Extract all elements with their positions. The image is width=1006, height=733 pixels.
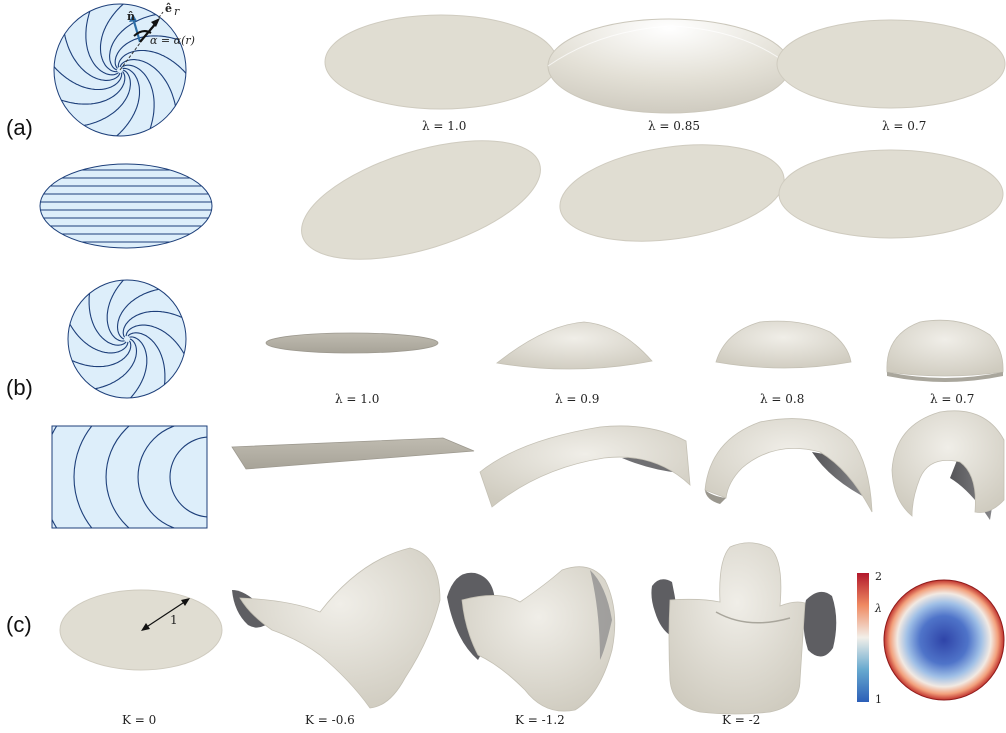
director-line (109, 12, 165, 71)
label-b-1: λ = 1.0 (335, 392, 379, 406)
shell-b2-2 (479, 425, 691, 508)
alpha-equation: α = α(r) (150, 34, 195, 47)
label-c-2: K = -0.6 (305, 713, 355, 727)
colorbar-min-label: 1 (875, 693, 882, 706)
shell-b2-4 (891, 410, 1005, 520)
director-line (124, 336, 148, 398)
director-line (75, 69, 131, 128)
shell-b1-lambda-0-7 (886, 319, 1004, 382)
shell-c-k-minus-1-2 (447, 566, 616, 712)
director-line (116, 287, 168, 340)
spiral-director-pattern-disc-b (67, 279, 187, 399)
colorbar-max-label: 2 (875, 570, 882, 583)
n-hat-arrow (131, 17, 142, 43)
panel-label-c: (c) (6, 612, 32, 637)
shell-c-k-minus-0-6 (232, 547, 441, 709)
director-line (137, 426, 177, 528)
shell-b1-lambda-0-9 (496, 321, 653, 370)
e-r-subscript: r (174, 5, 180, 18)
director-line (68, 316, 129, 354)
label-c-1: K = 0 (122, 713, 156, 727)
colorbar: 2 λ 1 (857, 570, 882, 706)
panel-label-a: (a) (6, 115, 33, 140)
director-line (105, 426, 130, 528)
shell-b2-3 (704, 418, 873, 513)
director-line (54, 59, 123, 91)
director-line (169, 436, 207, 518)
director-line (73, 426, 93, 528)
director-line (88, 284, 127, 346)
shell-a1-lambda-0-85 (547, 18, 791, 114)
director-line (0, 311, 48, 643)
director-line (54, 71, 126, 105)
shell-a1-lambda-1-0 (324, 14, 558, 110)
horizontal-director-pattern-ellipse (39, 163, 213, 249)
shell-a2-3 (778, 149, 1004, 239)
shell-a1-lambda-0-7 (776, 19, 1006, 109)
director-line (127, 332, 166, 394)
director-line (68, 340, 132, 368)
arc-director-pattern-rectangle (0, 297, 208, 657)
director-line (85, 4, 119, 76)
shell-a2-2 (559, 144, 785, 242)
lambda-disk-map (883, 579, 1005, 701)
director-line (106, 280, 130, 342)
director-line (62, 25, 121, 81)
label-a-3: λ = 0.7 (882, 119, 926, 133)
shell-c-k-0: 1 (59, 589, 223, 671)
spiral-director-pattern-disc: n̂ ê r α = α(r) (53, 2, 195, 137)
director-line (122, 310, 186, 338)
director-line (125, 324, 186, 362)
label-a-1: λ = 1.0 (422, 119, 466, 133)
e-r-label: ê (165, 2, 172, 15)
director-line (119, 59, 178, 115)
n-hat-label: n̂ (127, 10, 135, 23)
shell-b1-lambda-0-8 (715, 320, 852, 369)
director-line (121, 64, 155, 136)
label-c-4: K = -2 (722, 713, 760, 727)
director-line (99, 4, 131, 73)
label-b-2: λ = 0.9 (555, 392, 599, 406)
shell-c-k-minus-2 (651, 542, 837, 715)
label-b-4: λ = 0.7 (930, 392, 974, 406)
panel-label-b: (b) (6, 375, 33, 400)
label-c-3: K = -1.2 (515, 713, 565, 727)
length-one-label: 1 (170, 613, 178, 627)
shell-b1-lambda-1-0 (265, 332, 439, 354)
shell-a2-1 (301, 140, 541, 260)
shell-b2-1 (231, 437, 475, 470)
director-line (109, 67, 141, 136)
director-line (86, 338, 138, 391)
director-line (0, 297, 30, 657)
director-line (117, 49, 186, 81)
label-b-3: λ = 0.8 (760, 392, 804, 406)
colorbar-symbol: λ (874, 602, 882, 615)
label-a-2: λ = 0.85 (648, 119, 700, 133)
